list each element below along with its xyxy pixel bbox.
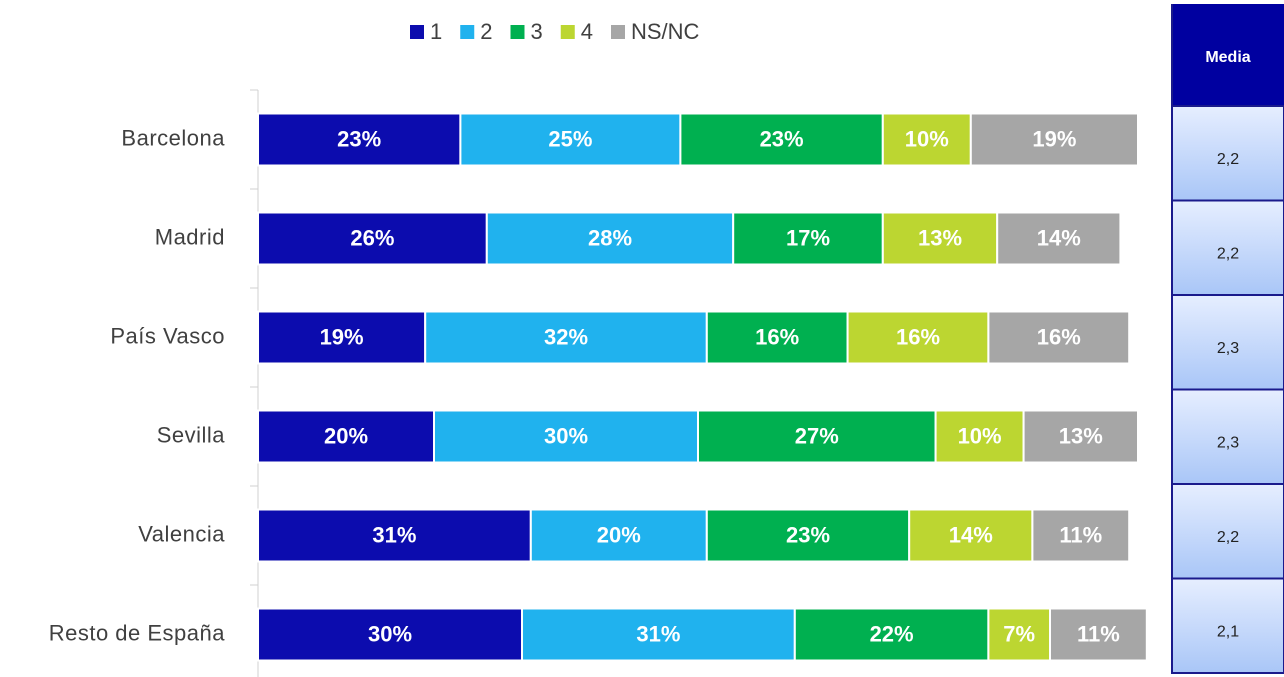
category-label: Madrid xyxy=(155,224,225,249)
bar-segment xyxy=(996,211,1122,266)
bar-segment xyxy=(697,409,937,464)
data-label: 10% xyxy=(958,423,1002,448)
bar-segment xyxy=(705,310,849,365)
category-label: Barcelona xyxy=(121,125,225,150)
data-label: 13% xyxy=(918,225,962,250)
category-label: País Vasco xyxy=(110,323,225,348)
data-label: 28% xyxy=(588,225,632,250)
legend-label: 3 xyxy=(531,19,543,44)
legend-swatch xyxy=(611,25,625,39)
table-value: 2,3 xyxy=(1217,435,1239,452)
data-label: 14% xyxy=(949,522,993,547)
data-label: 26% xyxy=(350,225,394,250)
bar-segment xyxy=(881,211,999,266)
table-value: 2,2 xyxy=(1217,529,1239,546)
bar-segment xyxy=(459,112,682,167)
legend: 1 2 3 4 NS/NC xyxy=(410,19,700,44)
bar-segment xyxy=(485,211,735,266)
bar-segment xyxy=(257,112,462,167)
legend-swatch xyxy=(560,25,575,39)
table-value: 2,1 xyxy=(1217,624,1239,641)
table-value: 2,3 xyxy=(1217,340,1239,357)
bar-segment xyxy=(257,607,523,662)
data-label: 16% xyxy=(1037,324,1081,349)
data-label: 30% xyxy=(368,621,412,646)
data-label: 16% xyxy=(896,324,940,349)
data-label: 32% xyxy=(544,324,588,349)
table-header: Media xyxy=(1205,49,1250,66)
data-label: 23% xyxy=(760,126,804,151)
bar-segment xyxy=(969,112,1139,167)
legend-label: 4 xyxy=(581,19,593,44)
legend-label: 1 xyxy=(430,19,442,44)
bar-segment xyxy=(987,310,1131,365)
data-label: 11% xyxy=(1059,522,1102,547)
bar-segment xyxy=(529,508,708,563)
data-label: 17% xyxy=(786,225,830,250)
bar-segment xyxy=(705,508,911,563)
bar-segment xyxy=(1031,508,1131,563)
data-label: 19% xyxy=(320,324,364,349)
data-label: 10% xyxy=(905,126,949,151)
bar-segment xyxy=(433,409,699,464)
bar-segment xyxy=(257,508,532,563)
data-label: 23% xyxy=(337,126,381,151)
legend-label: 2 xyxy=(480,19,492,44)
legend-label: NS/NC xyxy=(631,19,700,44)
bar-segment xyxy=(257,310,427,365)
bar-segment xyxy=(679,112,884,167)
data-label: 20% xyxy=(597,522,641,547)
data-label: 13% xyxy=(1059,423,1103,448)
data-label: 16% xyxy=(755,324,799,349)
legend-swatch xyxy=(510,25,525,39)
legend-swatch xyxy=(410,25,424,39)
bar-segment xyxy=(1022,409,1139,464)
data-label: 31% xyxy=(372,522,416,547)
data-label: 23% xyxy=(786,522,830,547)
table-cell xyxy=(1171,294,1284,391)
data-label: 30% xyxy=(544,423,588,448)
data-label: 19% xyxy=(1032,126,1076,151)
bar-segment xyxy=(521,607,796,662)
data-label: 20% xyxy=(324,423,368,448)
data-label: 11% xyxy=(1077,621,1120,646)
category-label: Sevilla xyxy=(157,422,226,447)
data-label: 22% xyxy=(870,621,914,646)
category-label: Resto de España xyxy=(49,620,226,645)
bar-segment xyxy=(793,607,990,662)
legend-swatch xyxy=(460,25,475,39)
bar-segment xyxy=(934,409,1025,464)
table-value: 2,2 xyxy=(1217,246,1239,263)
data-label: 31% xyxy=(636,621,680,646)
table-header-bg xyxy=(1172,4,1284,106)
bar-segment xyxy=(846,310,990,365)
bar-segment xyxy=(908,508,1034,563)
table-value: 2,2 xyxy=(1217,151,1239,168)
bar-segment xyxy=(987,607,1052,662)
data-label: 7% xyxy=(1003,621,1035,646)
bar-segment xyxy=(257,409,435,464)
table-cell xyxy=(1171,388,1284,485)
bar-segment xyxy=(1049,607,1148,662)
bar-segment xyxy=(257,211,488,266)
data-label: 14% xyxy=(1037,225,1081,250)
data-label: 25% xyxy=(548,126,592,151)
bar-segment xyxy=(732,211,884,266)
data-label: 27% xyxy=(795,423,839,448)
category-label: Valencia xyxy=(138,521,225,546)
